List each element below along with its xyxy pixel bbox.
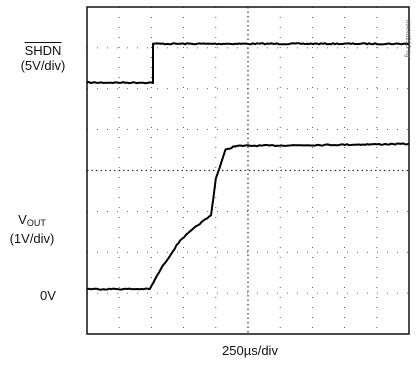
plot-frame bbox=[86, 6, 410, 335]
vout-trace bbox=[86, 142, 410, 291]
shdn-label-main: SHDN bbox=[24, 43, 62, 58]
figure-id: MAX6225 fig bbox=[404, 20, 410, 58]
vout-label-scale: (1V/div) bbox=[9, 231, 55, 246]
x-axis-label: 250µs/div bbox=[222, 343, 278, 358]
shdn-label-scale: (5V/div) bbox=[20, 58, 66, 73]
grid bbox=[87, 7, 409, 334]
shdn-trace bbox=[86, 42, 410, 85]
vout-label-sub: OUT bbox=[26, 218, 46, 228]
vout-label: VOUT (1V/div) bbox=[0, 212, 64, 246]
traces bbox=[86, 42, 410, 291]
zero-volt-label: 0V bbox=[40, 288, 56, 303]
shdn-label: SHDN (5V/div) bbox=[8, 43, 78, 73]
vout-label-main: V bbox=[18, 212, 27, 227]
